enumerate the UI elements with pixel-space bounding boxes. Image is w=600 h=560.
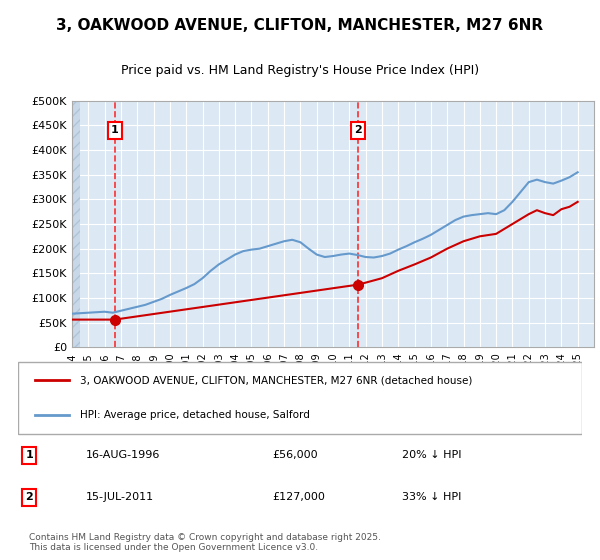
- Text: 1: 1: [111, 125, 119, 136]
- Text: 3, OAKWOOD AVENUE, CLIFTON, MANCHESTER, M27 6NR (detached house): 3, OAKWOOD AVENUE, CLIFTON, MANCHESTER, …: [80, 375, 472, 385]
- Text: £127,000: £127,000: [272, 492, 325, 502]
- Text: 2: 2: [25, 492, 33, 502]
- Text: Price paid vs. HM Land Registry's House Price Index (HPI): Price paid vs. HM Land Registry's House …: [121, 64, 479, 77]
- Text: HPI: Average price, detached house, Salford: HPI: Average price, detached house, Salf…: [80, 410, 310, 420]
- Text: 15-JUL-2011: 15-JUL-2011: [86, 492, 154, 502]
- Text: 20% ↓ HPI: 20% ↓ HPI: [401, 450, 461, 460]
- Text: 3, OAKWOOD AVENUE, CLIFTON, MANCHESTER, M27 6NR: 3, OAKWOOD AVENUE, CLIFTON, MANCHESTER, …: [56, 18, 544, 32]
- Text: Contains HM Land Registry data © Crown copyright and database right 2025.
This d: Contains HM Land Registry data © Crown c…: [29, 533, 381, 552]
- Bar: [72, 101, 80, 347]
- Text: 16-AUG-1996: 16-AUG-1996: [86, 450, 160, 460]
- Text: 2: 2: [354, 125, 362, 136]
- Text: £56,000: £56,000: [272, 450, 317, 460]
- FancyBboxPatch shape: [18, 362, 582, 433]
- Text: 1: 1: [25, 450, 33, 460]
- Text: 33% ↓ HPI: 33% ↓ HPI: [401, 492, 461, 502]
